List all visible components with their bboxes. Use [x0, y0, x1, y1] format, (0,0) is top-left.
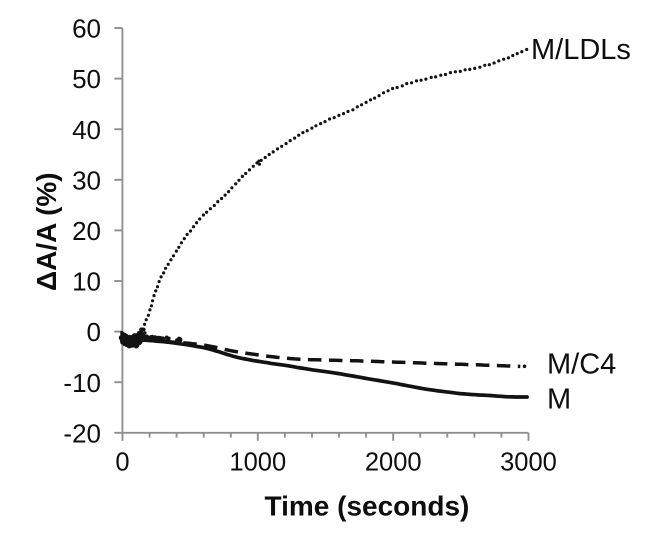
- svg-text:1000: 1000: [229, 449, 286, 477]
- svg-text:-20: -20: [63, 418, 101, 448]
- svg-text:Time (seconds): Time (seconds): [265, 491, 470, 522]
- svg-text:40: 40: [72, 115, 101, 145]
- svg-text:0: 0: [87, 317, 101, 347]
- svg-text:M: M: [547, 384, 571, 416]
- svg-text:20: 20: [72, 216, 101, 246]
- svg-text:3000: 3000: [500, 449, 557, 477]
- svg-text:M/C4: M/C4: [547, 349, 616, 381]
- svg-text:-10: -10: [63, 368, 101, 398]
- svg-text:M/LDLs: M/LDLs: [531, 34, 631, 66]
- svg-text:2000: 2000: [365, 449, 422, 477]
- svg-text:ΔA/A (%): ΔA/A (%): [31, 172, 62, 291]
- svg-text:60: 60: [72, 14, 101, 44]
- svg-text:0: 0: [115, 449, 129, 477]
- svg-text:50: 50: [72, 64, 101, 94]
- svg-text:30: 30: [72, 165, 101, 195]
- svg-text:10: 10: [72, 267, 101, 297]
